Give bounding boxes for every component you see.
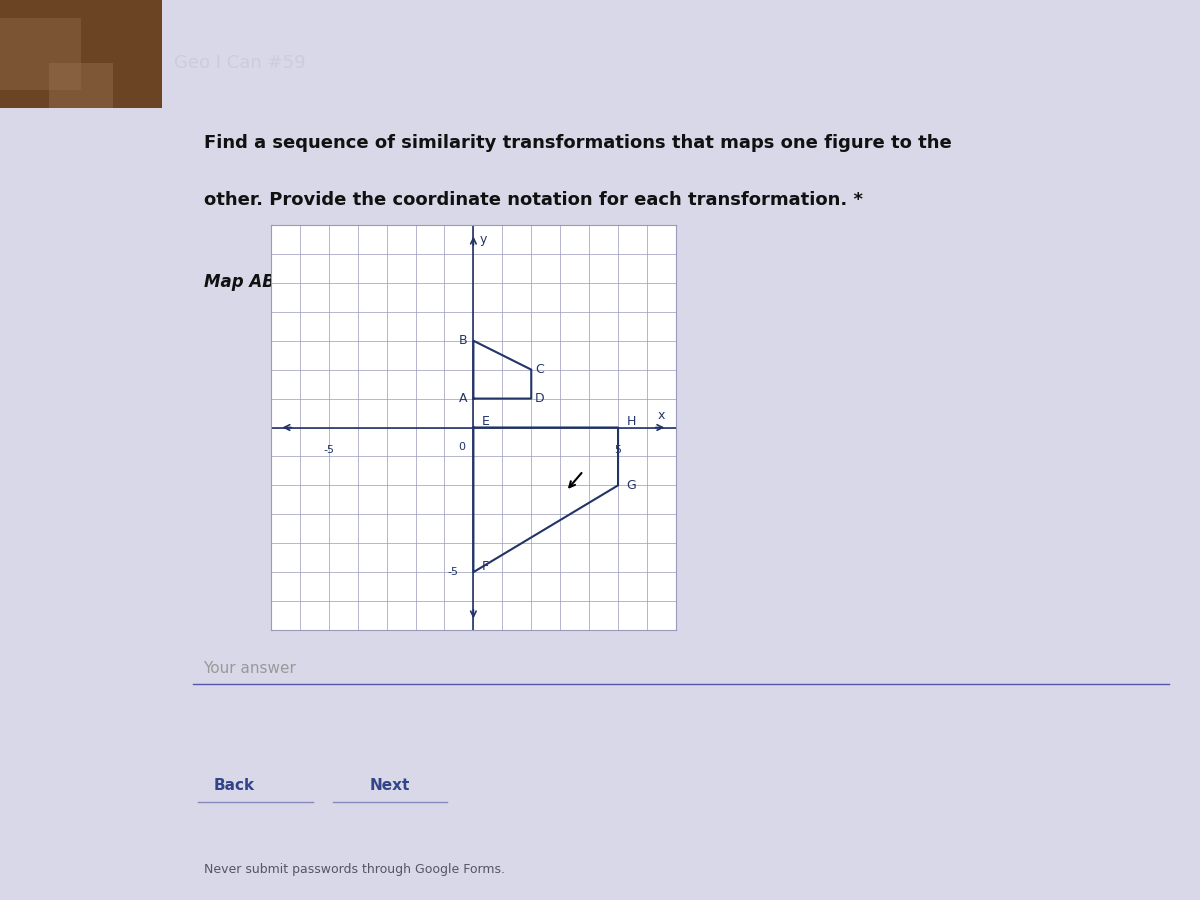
- Text: Your answer: Your answer: [204, 661, 296, 676]
- Text: 5: 5: [614, 445, 622, 455]
- Text: C: C: [535, 363, 545, 376]
- Bar: [0, 18, 82, 90]
- Text: -5: -5: [448, 567, 458, 577]
- Text: Geo I Can #59: Geo I Can #59: [174, 54, 306, 72]
- Text: -5: -5: [323, 445, 335, 455]
- Text: Back: Back: [214, 778, 256, 793]
- Bar: [48, 63, 114, 108]
- Text: Find a sequence of similarity transformations that maps one figure to the: Find a sequence of similarity transforma…: [204, 134, 952, 152]
- Text: A: A: [460, 392, 468, 405]
- Text: G: G: [626, 479, 636, 492]
- Text: Next: Next: [370, 778, 410, 793]
- Text: F: F: [482, 560, 490, 573]
- Text: B: B: [458, 334, 468, 347]
- Text: E: E: [482, 415, 490, 428]
- Text: x: x: [658, 410, 665, 422]
- Text: H: H: [626, 415, 636, 428]
- Text: other. Provide the coordinate notation for each transformation. *: other. Provide the coordinate notation f…: [204, 192, 863, 210]
- Text: 0: 0: [458, 442, 466, 452]
- Text: D: D: [535, 392, 545, 405]
- Bar: [0, 0, 162, 108]
- Text: Never submit passwords through Google Forms.: Never submit passwords through Google Fo…: [204, 862, 504, 876]
- Text: y: y: [480, 233, 487, 246]
- Text: Map ABCD to EFGH.: Map ABCD to EFGH.: [204, 273, 388, 291]
